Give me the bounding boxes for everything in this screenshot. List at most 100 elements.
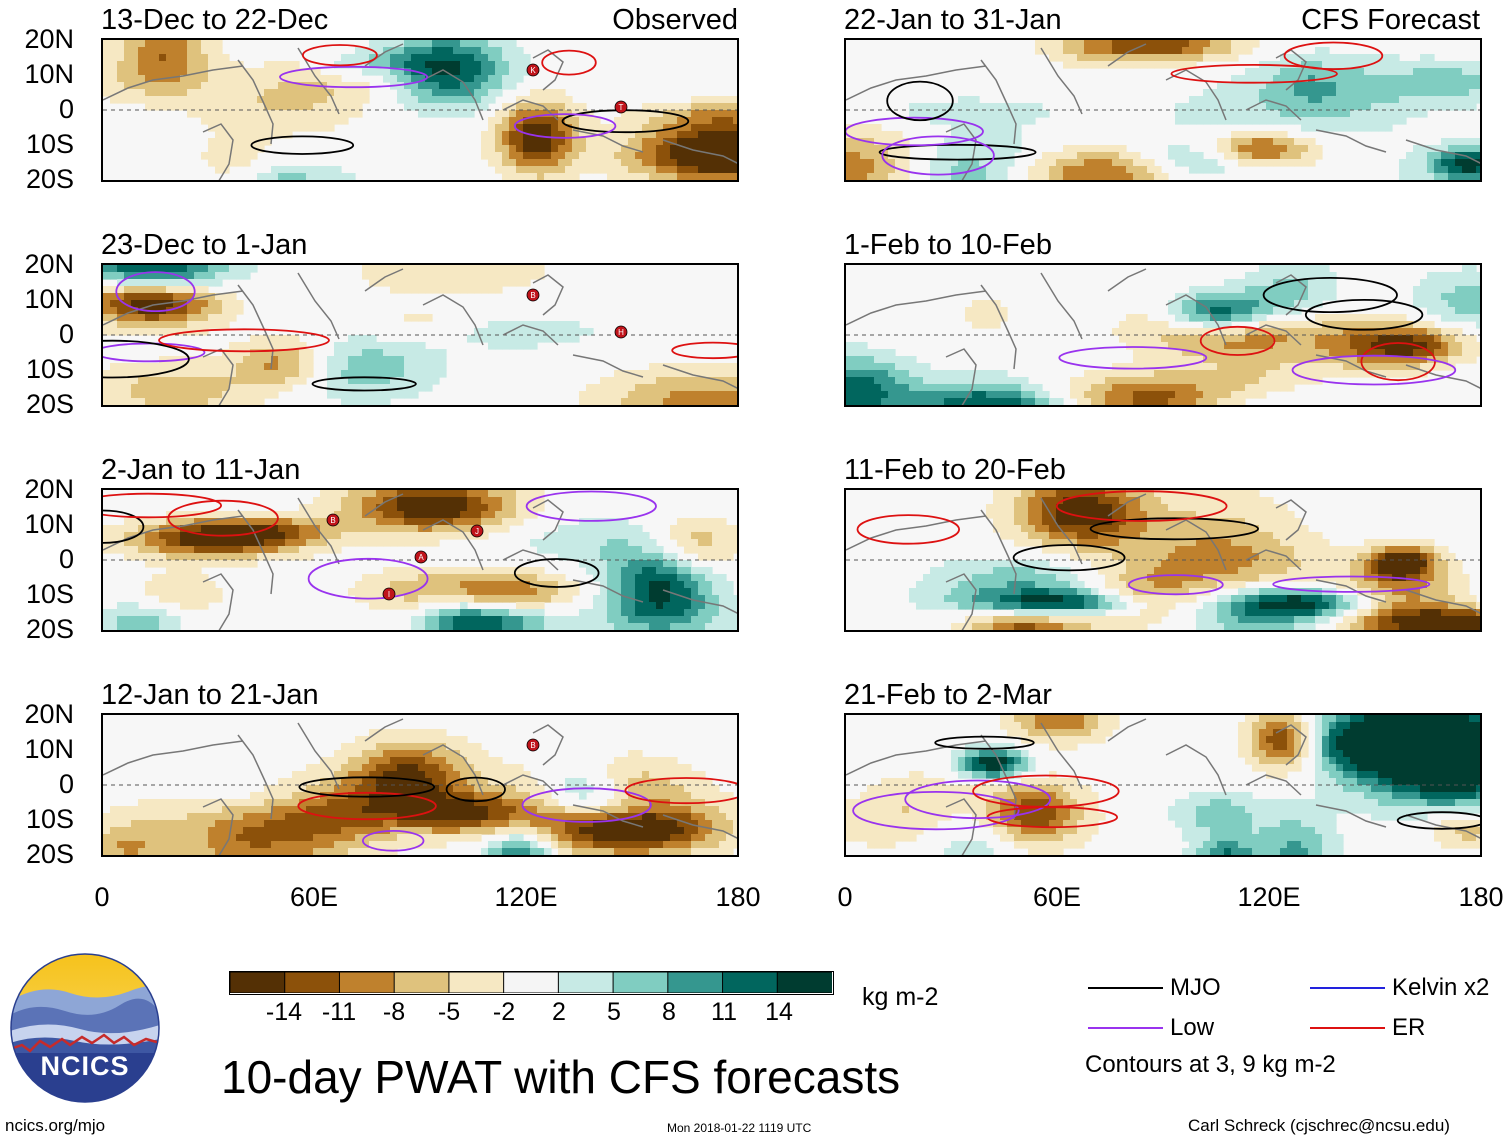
pwat-field (846, 265, 1480, 405)
er-contour (1360, 342, 1436, 382)
panel-title-obs-2: 23-Dec to 1-Jan (101, 229, 308, 261)
colorbar-tick-7: 8 (662, 998, 676, 1026)
storm-marker-b: B (526, 738, 540, 752)
coastline (662, 814, 737, 839)
panel-title-obs-4: 12-Jan to 21-Jan (101, 679, 319, 711)
xtick-right-0: 0 (837, 882, 853, 912)
xtick-left-0: 0 (94, 882, 110, 912)
er-contour (301, 44, 378, 67)
coastline (1275, 499, 1307, 541)
low-contour (521, 787, 652, 823)
er-contour (1283, 41, 1384, 71)
er-contour (1199, 325, 1276, 356)
mjo-contour (878, 143, 1037, 161)
mjo-contour (311, 376, 417, 392)
coastline (980, 59, 1017, 145)
ytick-p1-2: 0 (58, 94, 74, 124)
coastline (202, 123, 234, 180)
coastline (1245, 99, 1302, 121)
coastline (572, 354, 644, 378)
colorbar-swatch-9 (722, 972, 779, 993)
coastline (202, 348, 234, 405)
coastline (662, 364, 737, 389)
coastline (1107, 493, 1147, 517)
low-contour (307, 557, 429, 600)
coastline (1040, 497, 1083, 565)
er-contour (297, 791, 437, 821)
storm-marker-b: B (526, 288, 540, 302)
ytick-p1-3: 10S (25, 129, 74, 159)
pwat-field (846, 490, 1480, 630)
ytick-p3-3: 10S (25, 579, 74, 609)
colorbar-swatch-3 (393, 972, 450, 993)
contours-note: Contours at 3, 9 kg m-2 (1085, 1051, 1336, 1078)
coastline (502, 549, 559, 571)
coastline (1040, 47, 1083, 115)
er-contour (158, 328, 330, 353)
er-contour (1055, 490, 1228, 522)
coastline (1275, 274, 1307, 316)
coastline (1245, 324, 1302, 346)
coastline (1405, 139, 1480, 164)
legend-er: ER (1392, 1014, 1426, 1041)
storm-marker-i: I (382, 587, 396, 601)
ytick-p4-1: 10N (24, 734, 74, 764)
low-contour (1058, 346, 1208, 370)
ytick-p2-0: 20N (24, 249, 74, 279)
mjo-contour (103, 339, 190, 379)
coastline (980, 284, 1017, 370)
low-contour (115, 271, 196, 313)
low-contour (1272, 575, 1431, 593)
legend-kelvin: Kelvin x2 (1392, 974, 1490, 1001)
colorbar-tick-9: 14 (765, 998, 793, 1026)
colorbar-swatch-2 (338, 972, 396, 993)
low-contour (362, 830, 425, 852)
coastline (1315, 129, 1387, 153)
coastline (422, 519, 484, 571)
map-panel-fcst-1 (844, 38, 1482, 182)
panel-title-fcst-3: 11-Feb to 20-Feb (844, 454, 1066, 486)
ytick-p4-0: 20N (24, 699, 74, 729)
coastline (103, 290, 244, 326)
svg-text:J: J (475, 527, 479, 536)
er-contour (167, 499, 279, 537)
coastline (103, 65, 244, 101)
colorbar (229, 971, 834, 995)
mjo-contour (1012, 544, 1126, 572)
storm-marker-h: H (614, 325, 628, 339)
coastline (1040, 272, 1083, 340)
coastline (532, 274, 564, 316)
pwat-field (846, 40, 1480, 180)
er-contour (103, 492, 222, 519)
mjo-contour (1262, 276, 1398, 314)
coastline (1165, 744, 1227, 796)
low-contour (279, 65, 429, 89)
ytick-p2-2: 0 (58, 319, 74, 349)
colorbar-swatch-1 (284, 972, 341, 993)
coastline (1245, 549, 1302, 571)
colorbar-tick-5: 2 (552, 998, 566, 1026)
coastline (297, 497, 340, 565)
coastline (945, 123, 977, 180)
ytick-p2-4: 20S (25, 389, 74, 419)
svg-text:B: B (330, 516, 335, 525)
website-link[interactable]: ncics.org/mjo (5, 1116, 106, 1135)
coastline (1165, 294, 1227, 346)
map-panel-obs-3: B A I J (101, 488, 739, 632)
legend-swatches (1088, 987, 1385, 1029)
main-title: 10-day PWAT with CFS forecasts (221, 1051, 901, 1103)
pwat-field: KT (103, 40, 737, 180)
logo-text: NCICS (40, 1051, 130, 1081)
panel-title-fcst-1: 22-Jan to 31-Jan (844, 4, 1062, 36)
colorbar-swatch-6 (557, 972, 615, 993)
coastline (1405, 589, 1480, 614)
er-contour (671, 341, 737, 360)
colorbar-swatch-5 (503, 972, 560, 993)
colorbar-swatch-4 (448, 972, 505, 993)
coastline (202, 573, 234, 630)
colorbar-swatch-8 (667, 972, 724, 993)
coastline (662, 139, 737, 164)
coastline (532, 49, 564, 91)
